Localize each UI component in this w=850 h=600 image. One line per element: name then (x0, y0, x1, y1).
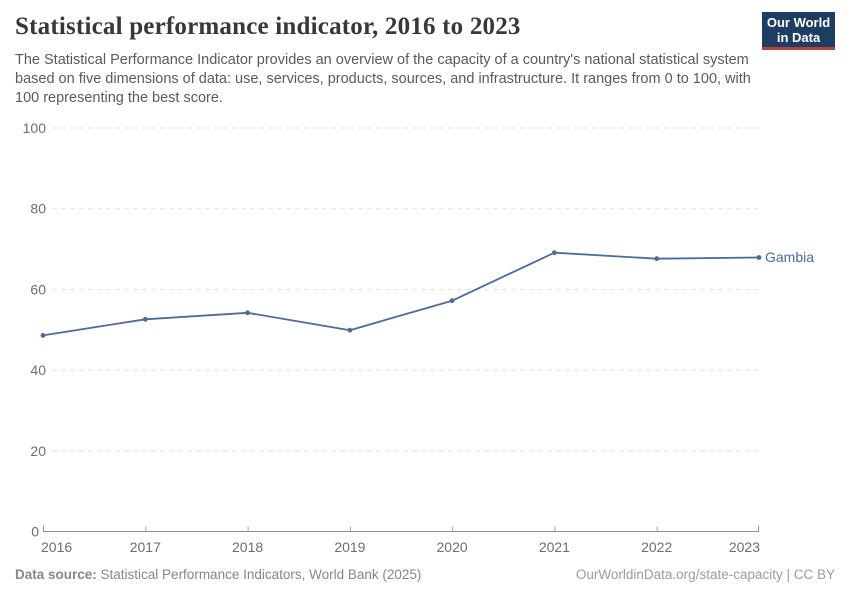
owid-logo[interactable]: Our World in Data (762, 12, 835, 50)
data-point[interactable] (756, 255, 762, 260)
owid-logo-line2: in Data (776, 29, 821, 45)
data-source-text: Data source: Statistical Performance Ind… (15, 566, 421, 583)
data-point[interactable] (654, 256, 660, 262)
x-axis-tick-label: 2016 (41, 539, 72, 555)
series-line[interactable] (42, 251, 760, 337)
data-point[interactable] (552, 250, 557, 256)
x-axis-tick-label: 2018 (232, 539, 263, 555)
x-axis-tick-label: 2022 (641, 539, 672, 555)
data-point[interactable] (40, 333, 46, 338)
x-axis-tick-label: 2021 (539, 539, 570, 555)
y-axis-tick-label: 0 (31, 524, 39, 540)
data-point[interactable] (449, 298, 455, 304)
chart-subtitle: The Statistical Performance Indicator pr… (15, 52, 751, 106)
y-axis-tick-label: 100 (23, 120, 47, 136)
y-axis-tick-label: 40 (30, 362, 46, 378)
header-text: Statistical performance indicator, 2016 … (15, 12, 760, 108)
x-axis-tick-label: 2019 (334, 539, 365, 555)
chart-header: Statistical performance indicator, 2016 … (15, 12, 835, 108)
x-axis-tick-label: 2020 (437, 539, 468, 555)
page-title: Statistical performance indicator, 2016 … (15, 13, 521, 40)
data-point[interactable] (245, 310, 251, 316)
data-point[interactable] (347, 327, 353, 333)
y-axis-tick-label: 20 (30, 443, 46, 459)
y-axis-tick-label: 60 (30, 281, 46, 297)
data-point[interactable] (142, 316, 148, 322)
entity-label[interactable]: Gambia (765, 249, 814, 265)
chart-footer: Data source: Statistical Performance Ind… (15, 566, 835, 583)
data-source-value: Statistical Performance Indicators, Worl… (96, 567, 422, 582)
x-axis-tick-label: 2023 (729, 539, 760, 555)
y-axis-tick-label: 80 (30, 201, 46, 217)
data-source-label: Data source: (15, 567, 97, 582)
owid-citation-link[interactable]: OurWorldinData.org/state-capacity | CC B… (575, 567, 835, 582)
x-axis-tick-label: 2017 (130, 539, 161, 555)
owid-logo-line1: Our World (766, 14, 831, 30)
